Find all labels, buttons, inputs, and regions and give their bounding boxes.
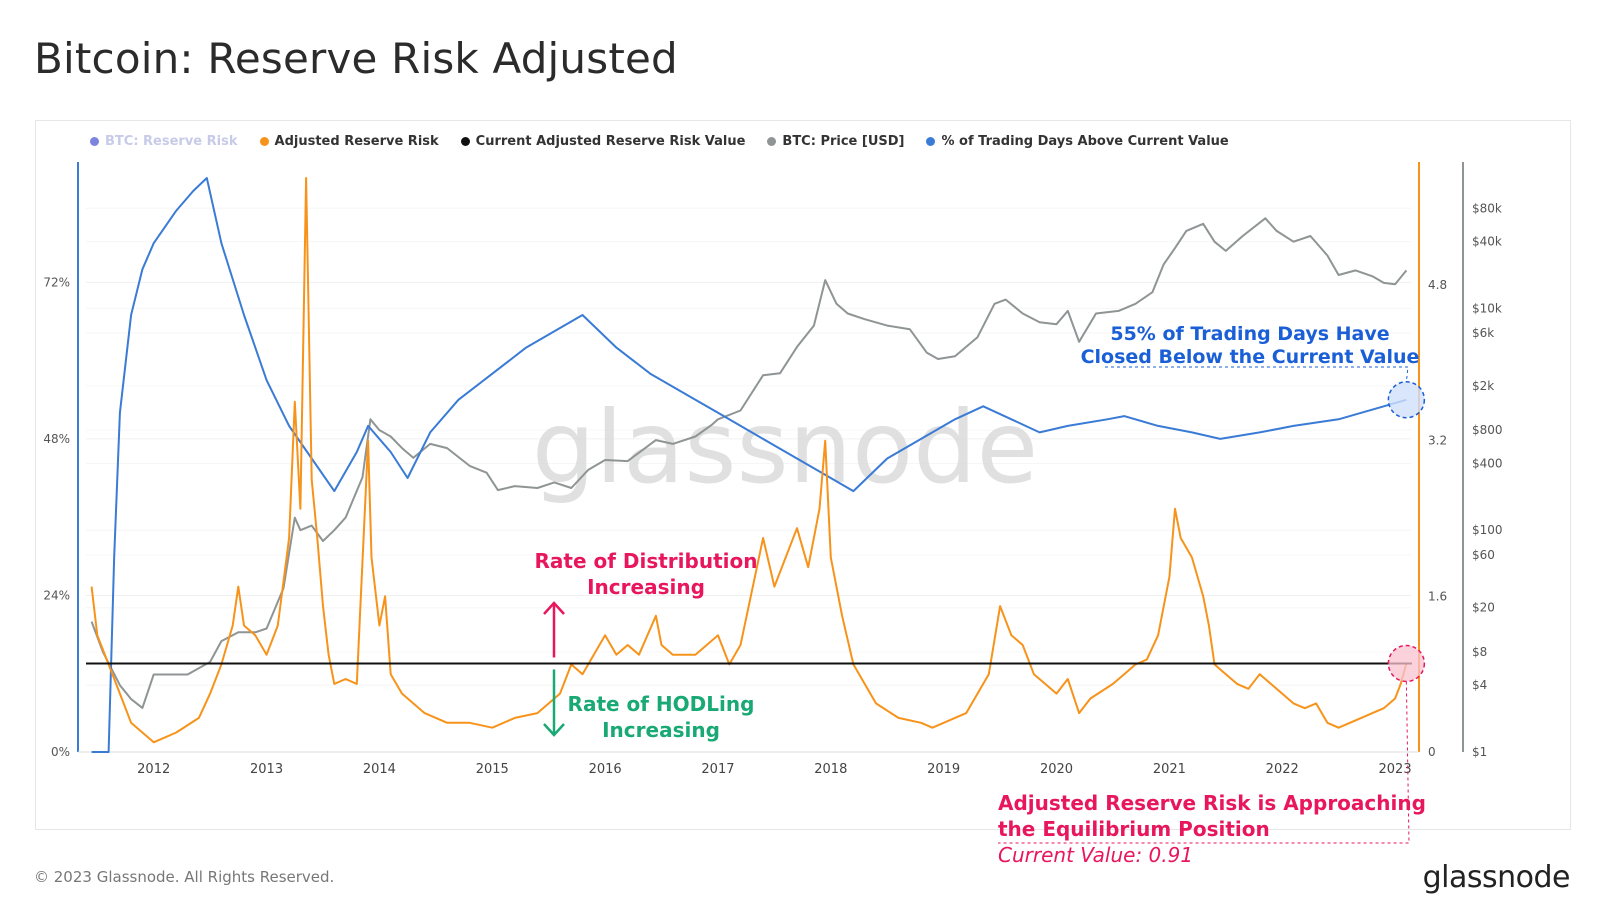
legend-label: BTC: Price [USD]: [782, 134, 905, 149]
chart-legend: BTC: Reserve Risk Adjusted Reserve Risk Cu…: [90, 134, 1229, 149]
price-tick-label: $1: [1472, 745, 1487, 759]
x-tick-label: 2014: [363, 762, 396, 777]
x-tick-label: 2013: [250, 762, 283, 777]
x-tick-label: 2021: [1153, 762, 1186, 777]
legend-dot: [767, 137, 777, 146]
legend-item-2[interactable]: Current Adjusted Reserve Risk Value: [460, 134, 746, 149]
risk-tick-label: 4.8: [1428, 278, 1447, 292]
legend-dot: [259, 137, 269, 146]
x-tick-label: 2016: [589, 762, 622, 777]
price-tick-label: $80k: [1472, 201, 1502, 215]
price-axis-ticks: $1 $4 $8 $20 $60 $100 $400 $800 $2k $6k $10k $40k $8…: [1472, 201, 1503, 759]
equilibrium-note-line1: Adjusted Reserve Risk is Approaching: [998, 791, 1426, 815]
legend-item-1[interactable]: Adjusted Reserve Risk: [259, 134, 439, 149]
x-tick-label: 2018: [814, 762, 847, 777]
pct-marker-circle: [1387, 381, 1426, 419]
price-tick-label: $10k: [1472, 301, 1502, 315]
left-tick-label: 24%: [43, 588, 70, 602]
page-title: Bitcoin: Reserve Risk Adjusted: [34, 34, 678, 83]
distribution-note-line2: Increasing: [587, 575, 705, 599]
trading-days-pct-line: [91, 177, 1407, 753]
trading-days-note-line2: Closed Below the Current Value: [1081, 346, 1420, 368]
legend-label: BTC: Reserve Risk: [105, 134, 238, 149]
trading-days-leader: [1105, 366, 1409, 382]
distribution-note-line1: Rate of Distribution: [535, 549, 758, 573]
legend-label: Current Adjusted Reserve Risk Value: [475, 134, 746, 149]
x-tick-label: 2022: [1266, 762, 1299, 777]
trading-days-note-line1: 55% of Trading Days Have: [1110, 323, 1389, 345]
copyright-footer: © 2023 Glassnode. All Rights Reserved.: [34, 868, 335, 886]
price-tick-label: $100: [1472, 523, 1503, 537]
hodling-note-line2: Increasing: [602, 718, 720, 742]
risk-tick-label: 3.2: [1428, 434, 1447, 448]
legend-item-4[interactable]: % of Trading Days Above Current Value: [926, 134, 1229, 149]
hodling-note-line1: Rate of HODLing: [568, 692, 755, 716]
x-tick-label: 2019: [927, 762, 960, 777]
current-value-note: Current Value: 0.91: [998, 843, 1193, 867]
risk-axis-ticks: 0 1.6 3.2 4.8: [1428, 278, 1447, 759]
price-tick-label: $6k: [1472, 326, 1494, 340]
price-tick-label: $40k: [1472, 235, 1502, 249]
x-tick-label: 2020: [1040, 762, 1073, 777]
price-tick-label: $2k: [1472, 379, 1494, 393]
legend-item-0[interactable]: BTC: Reserve Risk: [90, 134, 238, 149]
x-tick-label: 2015: [476, 762, 509, 777]
risk-marker-circle: [1387, 644, 1426, 683]
x-tick-label: 2012: [137, 762, 170, 777]
legend-dot: [926, 137, 936, 146]
x-tick-label: 2017: [701, 762, 734, 777]
distribution-arrow-head: [543, 601, 565, 615]
price-tick-label: $20: [1472, 601, 1495, 615]
btc-price-line: [90, 217, 1408, 709]
left-axis-ticks: 0% 24% 48% 72%: [43, 275, 70, 759]
legend-label: % of Trading Days Above Current Value: [941, 134, 1229, 149]
glassnode-logo[interactable]: glassnode: [1422, 860, 1571, 895]
price-tick-label: $4: [1472, 678, 1487, 692]
left-tick-label: 0%: [51, 745, 70, 759]
legend-dot: [90, 137, 99, 146]
adjusted-reserve-risk-line: [90, 177, 1408, 744]
hodling-arrow-head: [543, 723, 565, 737]
x-tick-label: 2023: [1379, 762, 1412, 777]
price-tick-label: $60: [1472, 548, 1495, 562]
legend-item-3[interactable]: BTC: Price [USD]: [767, 134, 904, 149]
legend-label: Adjusted Reserve Risk: [274, 134, 439, 149]
price-tick-label: $400: [1472, 456, 1503, 470]
price-tick-label: $800: [1472, 423, 1503, 437]
equilibrium-note-line2: the Equilibrium Position: [998, 817, 1270, 841]
risk-tick-label: 1.6: [1428, 589, 1447, 603]
x-axis-ticks: 2012 2013 2014 2015 2016 2017 2018 2019 2020 2021…: [137, 762, 1411, 777]
legend-dot: [460, 137, 470, 146]
price-tick-label: $8: [1472, 645, 1487, 659]
left-tick-label: 48%: [43, 432, 70, 446]
risk-tick-label: 0: [1428, 745, 1436, 759]
watermark-text: glassnode: [532, 389, 1038, 506]
left-tick-label: 72%: [43, 275, 70, 289]
